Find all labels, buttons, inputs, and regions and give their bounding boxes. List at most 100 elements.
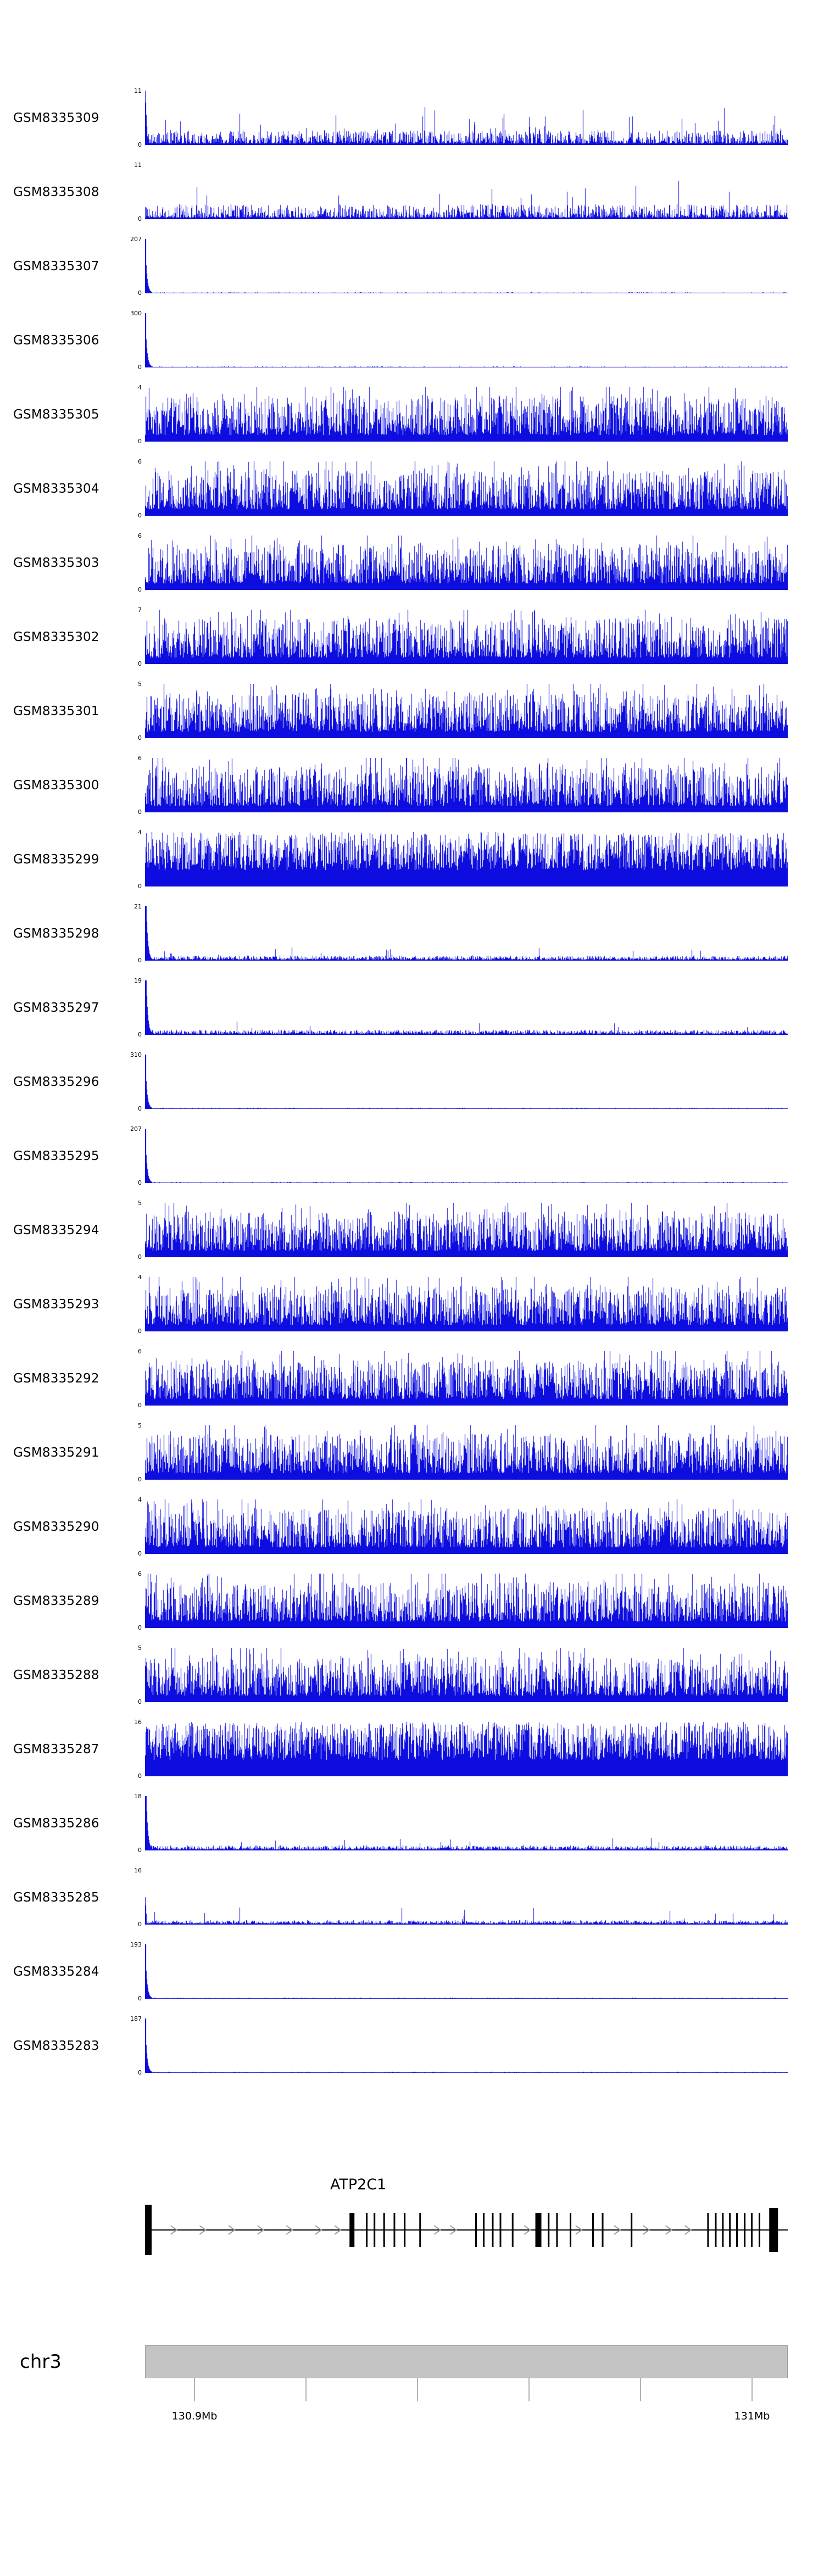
- exon-box: [366, 2213, 368, 2247]
- y-axis-max-label: 5: [138, 681, 142, 688]
- axis-ticks: [194, 2378, 753, 2401]
- exon-box: [631, 2213, 633, 2247]
- track-label: GSM8335308: [13, 185, 99, 199]
- y-axis-max-label: 5: [138, 1644, 142, 1652]
- strand-arrow-icon: [665, 2225, 673, 2235]
- track-label: GSM8335305: [13, 407, 99, 422]
- coverage-track: GSM8335307 207 0: [0, 236, 824, 297]
- y-axis-max-label: 4: [138, 829, 142, 836]
- coverage-signal: [145, 91, 788, 145]
- coverage-track: GSM8335288 5 0: [0, 1644, 824, 1705]
- exon-box: [715, 2213, 717, 2247]
- y-axis-max-label: 6: [138, 458, 142, 465]
- exon-box: [393, 2213, 396, 2247]
- coverage-track: GSM8335305 4 0: [0, 384, 824, 445]
- y-axis-min-label: 0: [138, 809, 142, 816]
- track-label: GSM8335303: [13, 555, 99, 570]
- y-axis-min-label: 0: [138, 1402, 142, 1409]
- coverage-signal: [145, 1796, 788, 1850]
- y-axis-min-label: 0: [138, 883, 142, 890]
- exon-box: [729, 2213, 731, 2247]
- strand-arrow-icon: [170, 2225, 178, 2235]
- track-label: GSM8335294: [13, 1223, 99, 1237]
- coverage-signal: [145, 2019, 788, 2073]
- track-label: GSM8335298: [13, 926, 99, 941]
- exon-box: [722, 2213, 724, 2247]
- track-label: GSM8335293: [13, 1297, 99, 1312]
- track-label: GSM8335300: [13, 778, 99, 793]
- y-axis-min-label: 0: [138, 1253, 142, 1261]
- coverage-signal: [145, 1722, 788, 1776]
- coverage-track: GSM8335294 5 0: [0, 1200, 824, 1261]
- y-axis-max-label: 310: [130, 1051, 142, 1058]
- y-axis-max-label: 4: [138, 384, 142, 391]
- track-label: GSM8335307: [13, 259, 99, 274]
- y-axis-min-label: 0: [138, 734, 142, 741]
- y-axis-max-label: 18: [134, 1793, 142, 1800]
- coverage-track: GSM8335295 207 0: [0, 1125, 824, 1186]
- exon-box: [492, 2213, 494, 2247]
- y-axis-max-label: 21: [134, 903, 142, 910]
- gene-model: [145, 2205, 788, 2255]
- exon-box: [535, 2213, 542, 2247]
- coverage-signal: [145, 1648, 788, 1702]
- strand-arrow-icon: [334, 2225, 342, 2235]
- track-label: GSM8335290: [13, 1519, 99, 1534]
- y-axis-max-label: 5: [138, 1422, 142, 1429]
- strand-arrow-icon: [257, 2225, 265, 2235]
- track-label: GSM8335296: [13, 1074, 99, 1089]
- coverage-track: GSM8335300 6 0: [0, 755, 824, 816]
- track-label: GSM8335304: [13, 481, 99, 496]
- y-axis-min-label: 0: [138, 289, 142, 297]
- exon-box: [750, 2213, 753, 2247]
- strand-arrow-icon: [433, 2225, 442, 2235]
- y-axis-min-label: 0: [138, 1328, 142, 1335]
- exon-box: [707, 2213, 709, 2247]
- y-axis-min-label: 0: [138, 957, 142, 964]
- y-axis-min-label: 0: [138, 215, 142, 222]
- y-axis-max-label: 11: [134, 161, 142, 169]
- coverage-track: GSM8335291 5 0: [0, 1422, 824, 1483]
- strand-arrow-icon: [614, 2225, 621, 2235]
- y-axis-min-label: 0: [138, 586, 142, 593]
- track-label: GSM8335292: [13, 1371, 99, 1386]
- y-axis-min-label: 0: [138, 1772, 142, 1780]
- y-axis-min-label: 0: [138, 512, 142, 519]
- track-label: GSM8335283: [13, 2038, 99, 2053]
- exon-box: [511, 2213, 514, 2247]
- exon-box: [592, 2213, 594, 2247]
- coverage-signal: [145, 832, 788, 886]
- coverage-signal: [145, 980, 788, 1035]
- strand-arrow-icon: [643, 2225, 650, 2235]
- track-label: GSM8335301: [13, 704, 99, 718]
- coverage-track: GSM8335284 193 0: [0, 1941, 824, 2002]
- y-axis-min-label: 0: [138, 1031, 142, 1038]
- coverage-track: GSM8335286 18 0: [0, 1793, 824, 1854]
- exon-box: [744, 2213, 746, 2247]
- coverage-signal: [145, 610, 788, 664]
- strand-arrow-icon: [575, 2225, 583, 2235]
- y-axis-max-label: 5: [138, 1200, 142, 1207]
- exon-box: [736, 2213, 738, 2247]
- y-axis-max-label: 7: [138, 606, 142, 614]
- coverage-signal: [145, 758, 788, 812]
- y-axis-min-label: 0: [138, 1995, 142, 2002]
- track-label: GSM8335302: [13, 629, 99, 644]
- coverage-signal: [145, 165, 788, 219]
- exon-box: [404, 2213, 406, 2247]
- axis-tick-label: 130.9Mb: [171, 2410, 218, 2422]
- track-label: GSM8335284: [13, 1964, 99, 1979]
- exon-box: [475, 2213, 477, 2247]
- coverage-track: GSM8335289 6 0: [0, 1570, 824, 1631]
- exon-box: [570, 2213, 572, 2247]
- axis-tick-label: 131Mb: [734, 2410, 770, 2422]
- y-axis-min-label: 0: [138, 660, 142, 667]
- strand-arrow-icon: [524, 2225, 531, 2235]
- y-axis-min-label: 0: [138, 1105, 142, 1112]
- y-axis-max-label: 6: [138, 1570, 142, 1577]
- exon-box: [419, 2213, 421, 2247]
- exon-box: [383, 2213, 385, 2247]
- strand-arrow-icon: [315, 2225, 322, 2235]
- exon-box: [349, 2213, 355, 2247]
